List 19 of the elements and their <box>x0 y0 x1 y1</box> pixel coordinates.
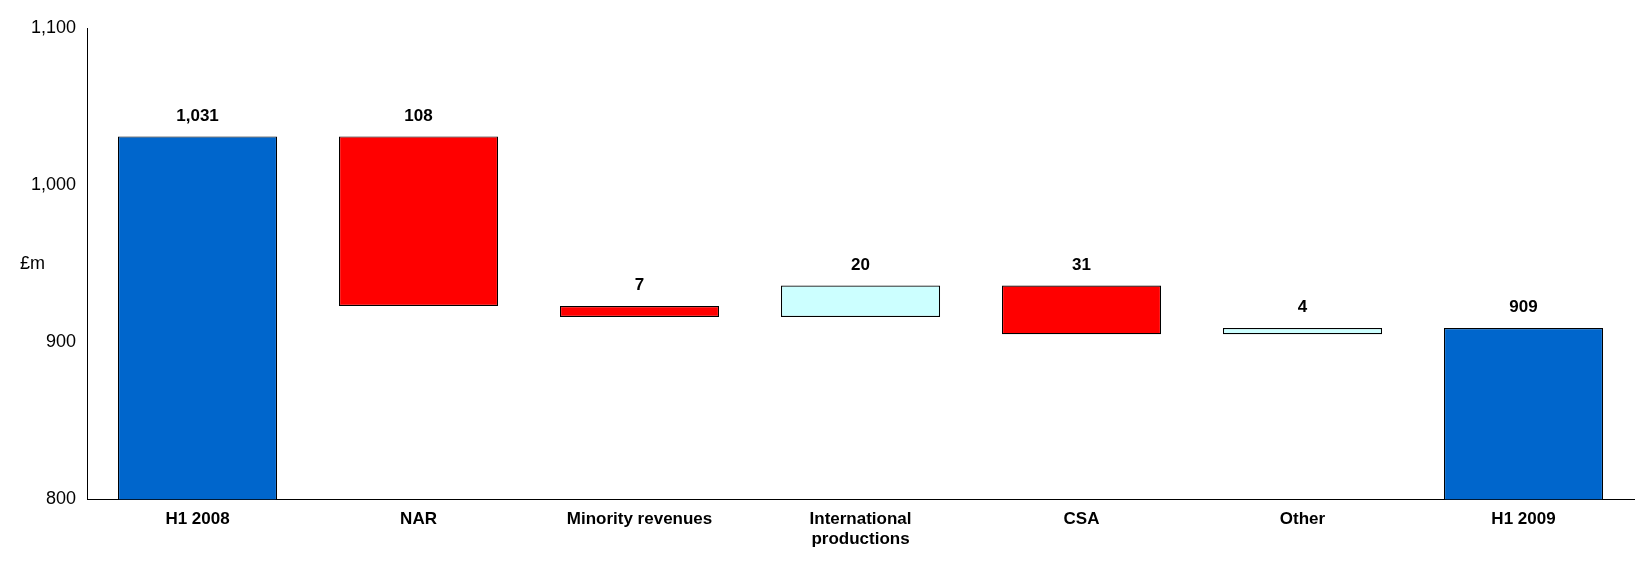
data-label: 108 <box>404 105 433 125</box>
data-label: 4 <box>1297 297 1308 317</box>
x-tick-label: International productions <box>809 509 912 549</box>
y-tick-label: 800 <box>46 488 77 509</box>
data-label: 7 <box>634 275 645 295</box>
y-tick-label: 900 <box>46 331 77 352</box>
x-tick-label: H1 2008 <box>165 509 230 529</box>
y-tick-label: 1,000 <box>31 174 77 195</box>
y-tick-label: 1,100 <box>31 16 77 37</box>
x-tick-label: NAR <box>400 509 437 529</box>
data-label: 1,031 <box>176 105 219 125</box>
x-tick-label: Minority revenues <box>566 509 713 529</box>
data-label: 909 <box>1509 297 1538 317</box>
x-tick-label: H1 2009 <box>1491 509 1556 529</box>
data-label: 31 <box>1072 254 1091 274</box>
y-axis-title: £m <box>20 252 46 273</box>
data-label: 20 <box>851 254 870 274</box>
x-tick-label: Other <box>1279 509 1326 529</box>
x-tick-label: CSA <box>1063 509 1100 529</box>
